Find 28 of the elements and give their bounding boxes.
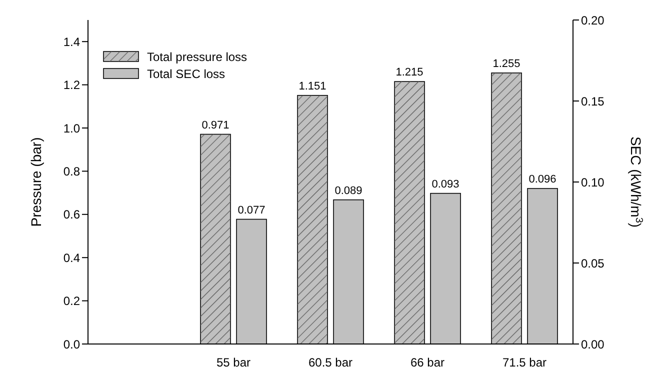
data-label: 0.093: [432, 178, 460, 190]
legend-label: Total SEC loss: [147, 66, 226, 80]
x-tick-label: 71.5 bar: [502, 356, 547, 370]
y2-tick-label: 0.15: [581, 94, 605, 108]
y-axis-title: Pressure (bar): [28, 137, 44, 227]
y-tick-label: 0.4: [63, 250, 80, 265]
data-label: 0.077: [238, 204, 266, 216]
y-tick-label: 0.8: [63, 164, 80, 178]
y-tick-label: 0.0: [63, 337, 80, 352]
data-label: 0.971: [202, 119, 230, 132]
y-tick-label: 1.0: [63, 121, 80, 136]
y-tick-label: 1.2: [63, 78, 80, 92]
data-label: 1.151: [298, 80, 326, 92]
y2-tick-label: 0.00: [581, 337, 605, 352]
y2-tick-label: 0.10: [581, 175, 605, 190]
data-label: 1.215: [396, 66, 424, 79]
y2-tick-label: 0.20: [581, 13, 605, 28]
legend-label: Total pressure loss: [147, 50, 248, 64]
data-label: 0.096: [528, 173, 556, 186]
y-tick-label: 1.4: [63, 34, 80, 49]
x-tick-label: 66 bar: [410, 356, 445, 370]
data-label: 0.089: [334, 184, 362, 197]
y2-tick-label: 0.05: [581, 256, 605, 270]
y-tick-label: 0.2: [63, 294, 80, 308]
data-label: 1.255: [492, 58, 520, 70]
x-tick-label: 55 bar: [216, 356, 251, 370]
y-tick-label: 0.6: [63, 208, 80, 222]
x-tick-label: 60.5 bar: [308, 356, 353, 370]
